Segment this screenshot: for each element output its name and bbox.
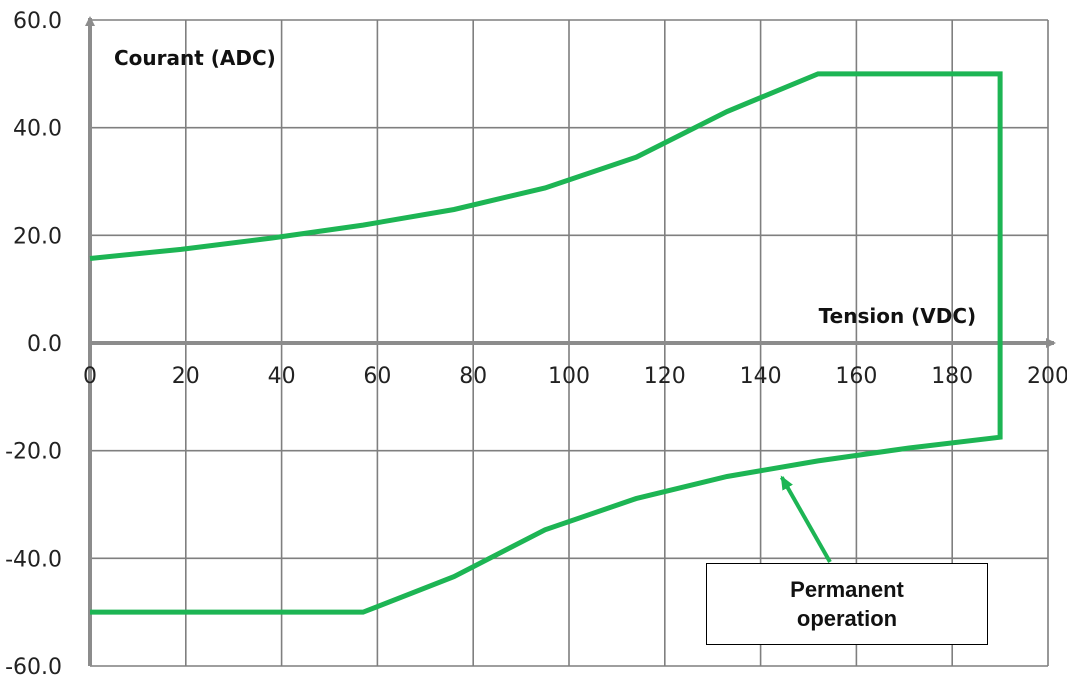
y-tick-label: 20.0 <box>13 224 62 249</box>
x-tick-label: 180 <box>931 364 973 389</box>
y-axis-title: Courant (ADC) <box>114 46 276 70</box>
annotation-box: Permanent operation <box>706 563 988 645</box>
x-tick-label: 120 <box>644 364 686 389</box>
x-tick-label: 100 <box>548 364 590 389</box>
x-tick-label: 40 <box>268 364 296 389</box>
annotation-arrow <box>780 475 832 563</box>
y-tick-label: -40.0 <box>5 547 62 572</box>
annotation-text-line2: operation <box>796 606 898 631</box>
x-tick-label: 0 <box>83 364 97 389</box>
x-tick-label: 20 <box>172 364 200 389</box>
y-tick-label: -60.0 <box>5 655 62 679</box>
x-tick-label: 140 <box>740 364 782 389</box>
y-tick-label: 40.0 <box>13 117 62 142</box>
y-tick-label: 60.0 <box>13 9 62 34</box>
x-tick-label: 160 <box>835 364 877 389</box>
x-tick-label: 60 <box>363 364 391 389</box>
x-tick-label: 200 <box>1027 364 1067 389</box>
x-axis-title: Tension (VDC) <box>819 304 977 328</box>
annotation-text-line1: Permanent <box>790 577 904 602</box>
y-tick-label: 0.0 <box>27 332 62 357</box>
y-tick-label: -20.0 <box>5 440 62 465</box>
x-tick-label: 80 <box>459 364 487 389</box>
